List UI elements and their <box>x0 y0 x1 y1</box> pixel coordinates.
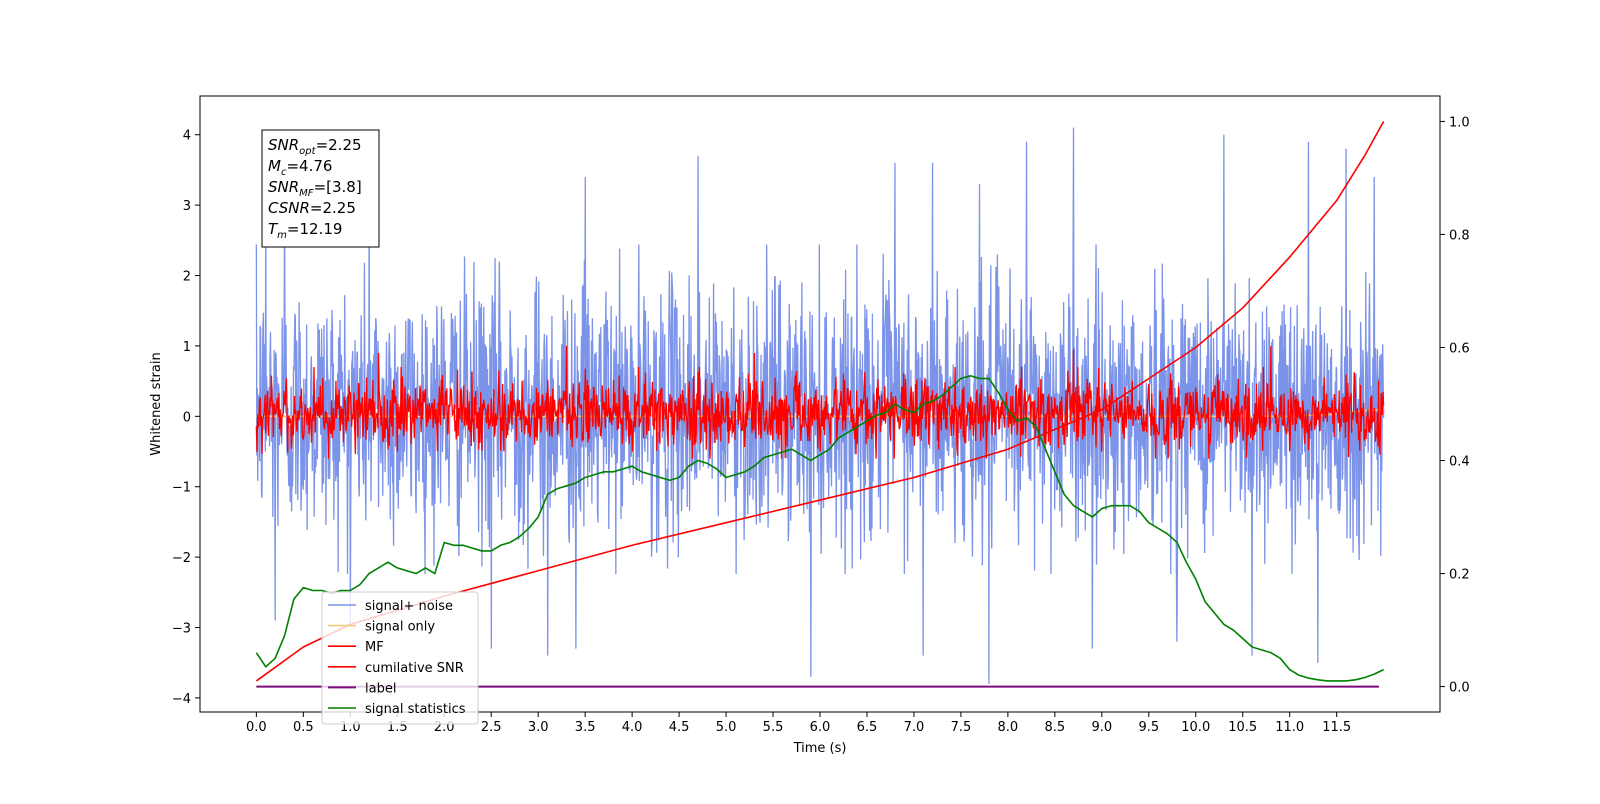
y-tick-label: 1 <box>183 340 191 355</box>
y2-tick-label: 0.8 <box>1449 228 1470 243</box>
legend-entry: signal+ noise <box>365 599 453 614</box>
x-tick-label: 9.0 <box>1091 720 1112 735</box>
legend-entry: cumilative SNR <box>365 661 464 676</box>
x-tick-label: 3.5 <box>575 720 596 735</box>
x-tick-label: 4.0 <box>622 720 643 735</box>
x-tick-label: 4.5 <box>669 720 690 735</box>
legend-frame <box>321 591 479 725</box>
x-tick-label: 10.5 <box>1228 720 1257 735</box>
x-tick-label: 0.5 <box>293 720 314 735</box>
y2-tick-label: 0.2 <box>1449 568 1470 583</box>
info-line: SNRMF=[3.8] <box>268 178 362 199</box>
legend-entry: label <box>365 681 396 696</box>
legend: signal+ noise signal only MF cumilative SNR… <box>321 591 479 725</box>
x-tick-label: 8.5 <box>1045 720 1066 735</box>
y-tick-label: −2 <box>172 551 191 566</box>
x-tick-label: 11.5 <box>1322 720 1351 735</box>
y-tick-label: −3 <box>172 622 191 637</box>
y2-axis-ticks: 0.0 0.2 0.4 0.6 0.8 1.0 <box>1440 115 1470 696</box>
y-tick-label: 0 <box>183 410 191 425</box>
legend-entry: signal statistics <box>365 702 466 717</box>
y2-tick-label: 1.0 <box>1449 115 1470 130</box>
info-line: Tm=12.19 <box>268 220 342 241</box>
info-line: Mc=4.76 <box>268 157 332 178</box>
x-tick-label: 3.0 <box>528 720 549 735</box>
y-tick-label: −1 <box>172 481 191 496</box>
y2-tick-label: 0.4 <box>1449 455 1470 470</box>
x-tick-label: 0.0 <box>246 720 267 735</box>
x-axis-ticks: 0.0 0.5 1.0 1.5 2.0 2.5 3.0 3.5 4.0 4.5 5.0 5.5 6.0 6… <box>246 712 1351 735</box>
info-line: CSNR=2.25 <box>268 199 356 217</box>
legend-entry: MF <box>365 640 384 655</box>
x-tick-label: 10.0 <box>1181 720 1210 735</box>
info-box-frame <box>261 129 380 248</box>
x-tick-label: 5.0 <box>716 720 737 735</box>
x-axis-label: Time (s) <box>793 741 847 756</box>
x-tick-label: 7.5 <box>951 720 972 735</box>
series-line-2 <box>255 345 1385 459</box>
info-line: SNRopt=2.25 <box>268 136 362 157</box>
x-tick-label: 6.5 <box>857 720 878 735</box>
x-tick-label: 9.5 <box>1138 720 1159 735</box>
legend-entry: signal only <box>365 620 435 635</box>
x-tick-label: 7.0 <box>904 720 925 735</box>
x-tick-label: 8.0 <box>998 720 1019 735</box>
y-axis-label: Whitened strain <box>149 352 164 455</box>
x-tick-label: 5.5 <box>763 720 784 735</box>
x-tick-label: 2.5 <box>481 720 502 735</box>
y-tick-label: 2 <box>183 270 191 285</box>
y2-tick-label: 0.0 <box>1449 681 1470 696</box>
series-line-5 <box>255 374 1384 682</box>
y2-tick-label: 0.6 <box>1449 341 1470 356</box>
x-tick-label: 11.0 <box>1275 720 1304 735</box>
x-tick-label: 6.0 <box>810 720 831 735</box>
y-tick-label: −4 <box>172 692 191 707</box>
y-tick-label: 4 <box>183 129 191 144</box>
y-axis-ticks: −4 −3 −2 −1 0 1 2 3 4 <box>172 129 200 707</box>
y-tick-label: 3 <box>183 199 191 214</box>
